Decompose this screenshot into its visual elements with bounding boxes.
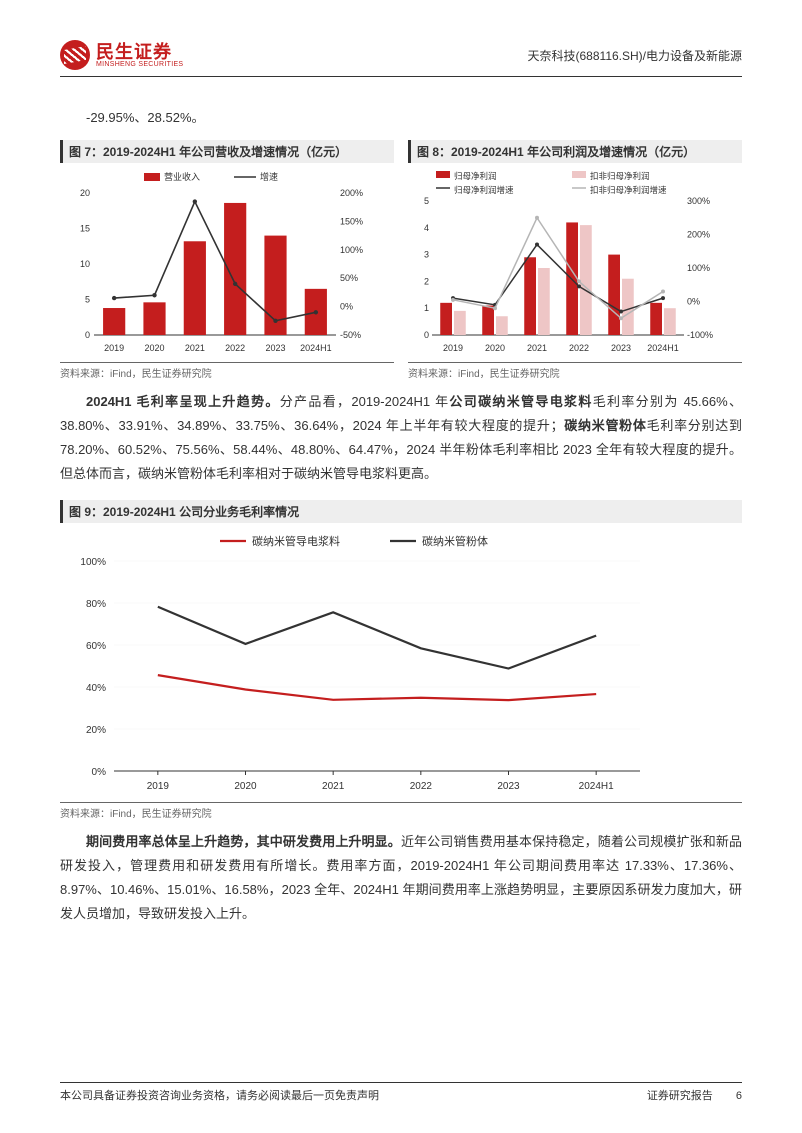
svg-text:2020: 2020 [144,343,164,353]
svg-text:0: 0 [424,330,429,340]
svg-text:1: 1 [424,303,429,313]
chart7-title: 图 7：2019-2024H1 年公司营收及增速情况（亿元） [60,140,394,163]
page-number: 6 [736,1090,742,1102]
svg-text:扣非归母净利润增速: 扣非归母净利润增速 [590,185,667,195]
chart9-source: 资料来源：iFind，民生证券研究院 [60,802,742,820]
svg-text:2023: 2023 [265,343,285,353]
svg-text:-50%: -50% [340,330,361,340]
svg-text:2022: 2022 [225,343,245,353]
svg-text:300%: 300% [687,196,710,206]
paragraph-2: 期间费用率总体呈上升趋势，其中研发费用上升明显。近年公司销售费用基本保持稳定，随… [60,830,742,926]
svg-text:0%: 0% [92,767,107,778]
svg-text:2019: 2019 [443,343,463,353]
svg-text:2019: 2019 [104,343,124,353]
footer-left: 本公司具备证券投资咨询业务资格，请务必阅读最后一页免责声明 [60,1087,379,1103]
svg-text:2022: 2022 [569,343,589,353]
chart7-box: 图 7：2019-2024H1 年公司营收及增速情况（亿元） 营业收入 增速 0 5 1… [60,140,394,380]
svg-text:20: 20 [80,188,90,198]
chart9-box: 图 9：2019-2024H1 公司分业务毛利率情况 碳纳米管导电浆料 碳纳米管粉… [60,500,742,820]
chart7-svg: 营业收入 增速 0 5 10 15 20 -50% 0% 50% 100% 150% 200% 2019 2… [60,167,380,357]
svg-text:0%: 0% [687,297,700,307]
svg-text:2022: 2022 [410,781,433,792]
logo-icon [60,40,90,70]
chart7-source: 资料来源：iFind，民生证券研究院 [60,362,394,380]
svg-text:增速: 增速 [260,171,278,182]
svg-text:2: 2 [424,276,429,286]
svg-text:碳纳米管导电浆料: 碳纳米管导电浆料 [252,534,340,548]
svg-text:4: 4 [424,223,429,233]
svg-text:归母净利润增速: 归母净利润增速 [454,185,514,195]
logo-cn: 民生证券 [96,43,183,61]
charts-row-78: 图 7：2019-2024H1 年公司营收及增速情况（亿元） 营业收入 增速 0 5 1… [60,140,742,380]
page-footer: 本公司具备证券投资咨询业务资格，请务必阅读最后一页免责声明 证券研究报告 6 [60,1082,742,1103]
svg-text:15: 15 [80,224,90,234]
svg-text:2021: 2021 [322,781,345,792]
svg-text:50%: 50% [340,273,358,283]
svg-text:100%: 100% [80,557,106,568]
svg-text:200%: 200% [687,230,710,240]
svg-text:2024H1: 2024H1 [300,343,332,353]
svg-text:2019: 2019 [147,781,170,792]
svg-text:0%: 0% [340,302,353,312]
svg-text:3: 3 [424,250,429,260]
chart8-source: 资料来源：iFind，民生证券研究院 [408,362,742,380]
chart8-title: 图 8：2019-2024H1 年公司利润及增速情况（亿元） [408,140,742,163]
svg-text:40%: 40% [86,683,106,694]
svg-text:80%: 80% [86,599,106,610]
svg-text:100%: 100% [340,245,363,255]
svg-text:营业收入: 营业收入 [164,171,200,182]
paragraph-1: 2024H1 毛利率呈现上升趋势。分产品看，2019-2024H1 年公司碳纳米… [60,390,742,486]
svg-text:2023: 2023 [497,781,520,792]
intro-line: -29.95%、28.52%。 [60,107,742,126]
svg-text:2024H1: 2024H1 [647,343,679,353]
svg-text:2021: 2021 [527,343,547,353]
logo-en: MINSHENG SECURITIES [96,61,183,68]
svg-text:2024H1: 2024H1 [579,781,614,792]
chart8-svg: 归母净利润 扣非归母净利润归母净利润增速 扣非归母净利润增速 0 1 2 3 4 5 -100% 0… [408,167,728,357]
svg-text:2020: 2020 [234,781,257,792]
svg-text:5: 5 [424,196,429,206]
svg-text:0: 0 [85,330,90,340]
chart9-svg: 碳纳米管导电浆料 碳纳米管粉体 0% 20% 40% 60% 80% 100% 2019 2020… [60,527,660,797]
svg-text:100%: 100% [687,263,710,273]
svg-text:10: 10 [80,259,90,269]
svg-text:5: 5 [85,295,90,305]
svg-text:归母净利润: 归母净利润 [454,171,497,181]
svg-text:60%: 60% [86,641,106,652]
chart9-title: 图 9：2019-2024H1 公司分业务毛利率情况 [60,500,742,523]
logo: 民生证券 MINSHENG SECURITIES [60,40,183,70]
svg-text:2023: 2023 [611,343,631,353]
svg-text:碳纳米管粉体: 碳纳米管粉体 [422,534,488,548]
svg-text:20%: 20% [86,725,106,736]
svg-text:-100%: -100% [687,330,713,340]
page-header: 民生证券 MINSHENG SECURITIES 天奈科技(688116.SH)… [60,40,742,77]
header-right-text: 天奈科技(688116.SH)/电力设备及新能源 [528,47,742,64]
svg-text:200%: 200% [340,188,363,198]
svg-text:150%: 150% [340,216,363,226]
chart8-box: 图 8：2019-2024H1 年公司利润及增速情况（亿元） 归母净利润扣非归母… [408,140,742,380]
footer-right: 证券研究报告 [647,1090,713,1102]
svg-text:扣非归母净利润: 扣非归母净利润 [590,171,650,181]
svg-text:2020: 2020 [485,343,505,353]
svg-text:2021: 2021 [185,343,205,353]
